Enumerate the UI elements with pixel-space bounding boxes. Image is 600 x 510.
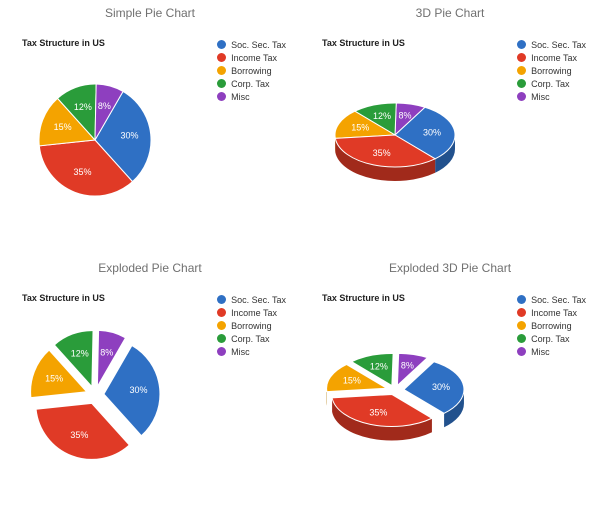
- legend-swatch: [517, 334, 526, 343]
- legend-label: Misc: [531, 92, 550, 102]
- legend-item: Misc: [517, 90, 586, 103]
- legend-item: Corp. Tax: [217, 77, 286, 90]
- slice-pct-label: 15%: [45, 374, 63, 384]
- legend-swatch: [217, 321, 226, 330]
- legend-item: Borrowing: [217, 319, 286, 332]
- panel-title: Exploded 3D Pie Chart: [300, 261, 600, 275]
- legend-label: Soc. Sec. Tax: [531, 40, 586, 50]
- slice-pct-label: 35%: [74, 167, 92, 177]
- panel-exploded: Exploded Pie Chart Tax Structure in US 3…: [0, 255, 300, 510]
- legend: Soc. Sec. Tax Income Tax Borrowing Corp. Ta…: [217, 38, 286, 103]
- legend-swatch: [217, 40, 226, 49]
- legend-swatch: [517, 308, 526, 317]
- slice-pct-label: 15%: [54, 122, 72, 132]
- legend-item: Soc. Sec. Tax: [217, 38, 286, 51]
- legend-item: Income Tax: [517, 51, 586, 64]
- legend-swatch: [217, 53, 226, 62]
- legend-item: Income Tax: [217, 306, 286, 319]
- legend-item: Misc: [217, 345, 286, 358]
- legend-label: Borrowing: [231, 321, 272, 331]
- legend-swatch: [517, 53, 526, 62]
- slice-pct-label: 35%: [369, 407, 387, 417]
- legend-swatch: [517, 40, 526, 49]
- slice-pct-label: 8%: [398, 110, 411, 120]
- slice-pct-label: 30%: [121, 131, 139, 141]
- legend-swatch: [217, 334, 226, 343]
- slice-pct-label: 12%: [71, 348, 89, 358]
- legend-label: Income Tax: [531, 53, 577, 63]
- slice-pct-label: 12%: [373, 111, 391, 121]
- legend-label: Soc. Sec. Tax: [231, 40, 286, 50]
- legend-item: Corp. Tax: [517, 77, 586, 90]
- legend-label: Borrowing: [531, 66, 572, 76]
- slice-pct-label: 15%: [343, 376, 361, 386]
- slice-pct-label: 8%: [100, 347, 113, 357]
- legend-item: Borrowing: [517, 64, 586, 77]
- panel-exploded-3d: Exploded 3D Pie Chart Tax Structure in U…: [300, 255, 600, 510]
- legend-item: Corp. Tax: [217, 332, 286, 345]
- legend-label: Income Tax: [531, 308, 577, 318]
- legend-item: Soc. Sec. Tax: [517, 38, 586, 51]
- legend-label: Corp. Tax: [531, 334, 569, 344]
- legend-swatch: [217, 92, 226, 101]
- legend-label: Income Tax: [231, 53, 277, 63]
- legend-item: Borrowing: [217, 64, 286, 77]
- legend-item: Borrowing: [517, 319, 586, 332]
- legend-label: Corp. Tax: [531, 79, 569, 89]
- slice-pct-label: 30%: [129, 385, 147, 395]
- slice-pct-label: 35%: [70, 430, 88, 440]
- legend-label: Borrowing: [231, 66, 272, 76]
- legend: Soc. Sec. Tax Income Tax Borrowing Corp. Ta…: [217, 293, 286, 358]
- slice-pct-label: 12%: [370, 361, 388, 371]
- legend-label: Income Tax: [231, 308, 277, 318]
- legend-swatch: [517, 295, 526, 304]
- slice-pct-label: 30%: [423, 127, 441, 137]
- legend-label: Misc: [231, 347, 250, 357]
- legend-item: Income Tax: [217, 51, 286, 64]
- slice-pct-label: 35%: [373, 148, 391, 158]
- slice-pct-label: 8%: [401, 361, 414, 371]
- legend-item: Income Tax: [517, 306, 586, 319]
- slice-pct-label: 30%: [432, 382, 450, 392]
- legend-item: Misc: [217, 90, 286, 103]
- legend-label: Borrowing: [531, 321, 572, 331]
- legend-label: Corp. Tax: [231, 334, 269, 344]
- panel-3d: 3D Pie Chart Tax Structure in US 30%35%1…: [300, 0, 600, 255]
- panel-title: 3D Pie Chart: [300, 6, 600, 20]
- legend-swatch: [217, 347, 226, 356]
- legend-item: Soc. Sec. Tax: [517, 293, 586, 306]
- legend-swatch: [517, 347, 526, 356]
- legend-swatch: [217, 66, 226, 75]
- legend-label: Corp. Tax: [231, 79, 269, 89]
- panel-title: Simple Pie Chart: [0, 6, 300, 20]
- legend-item: Corp. Tax: [517, 332, 586, 345]
- legend-swatch: [217, 308, 226, 317]
- legend-swatch: [517, 79, 526, 88]
- slice-pct-label: 12%: [74, 102, 92, 112]
- panel-title: Exploded Pie Chart: [0, 261, 300, 275]
- legend-swatch: [517, 321, 526, 330]
- chart-grid: Simple Pie Chart Tax Structure in US 30%…: [0, 0, 600, 510]
- legend-label: Soc. Sec. Tax: [531, 295, 586, 305]
- legend-item: Soc. Sec. Tax: [217, 293, 286, 306]
- legend-item: Misc: [517, 345, 586, 358]
- slice-pct-label: 15%: [351, 122, 369, 132]
- legend-label: Misc: [231, 92, 250, 102]
- panel-simple: Simple Pie Chart Tax Structure in US 30%…: [0, 0, 300, 255]
- legend: Soc. Sec. Tax Income Tax Borrowing Corp. Ta…: [517, 293, 586, 358]
- slice-pct-label: 8%: [98, 101, 111, 111]
- legend-swatch: [217, 79, 226, 88]
- legend-label: Misc: [531, 347, 550, 357]
- legend-swatch: [517, 66, 526, 75]
- legend-swatch: [217, 295, 226, 304]
- legend: Soc. Sec. Tax Income Tax Borrowing Corp. Ta…: [517, 38, 586, 103]
- legend-label: Soc. Sec. Tax: [231, 295, 286, 305]
- legend-swatch: [517, 92, 526, 101]
